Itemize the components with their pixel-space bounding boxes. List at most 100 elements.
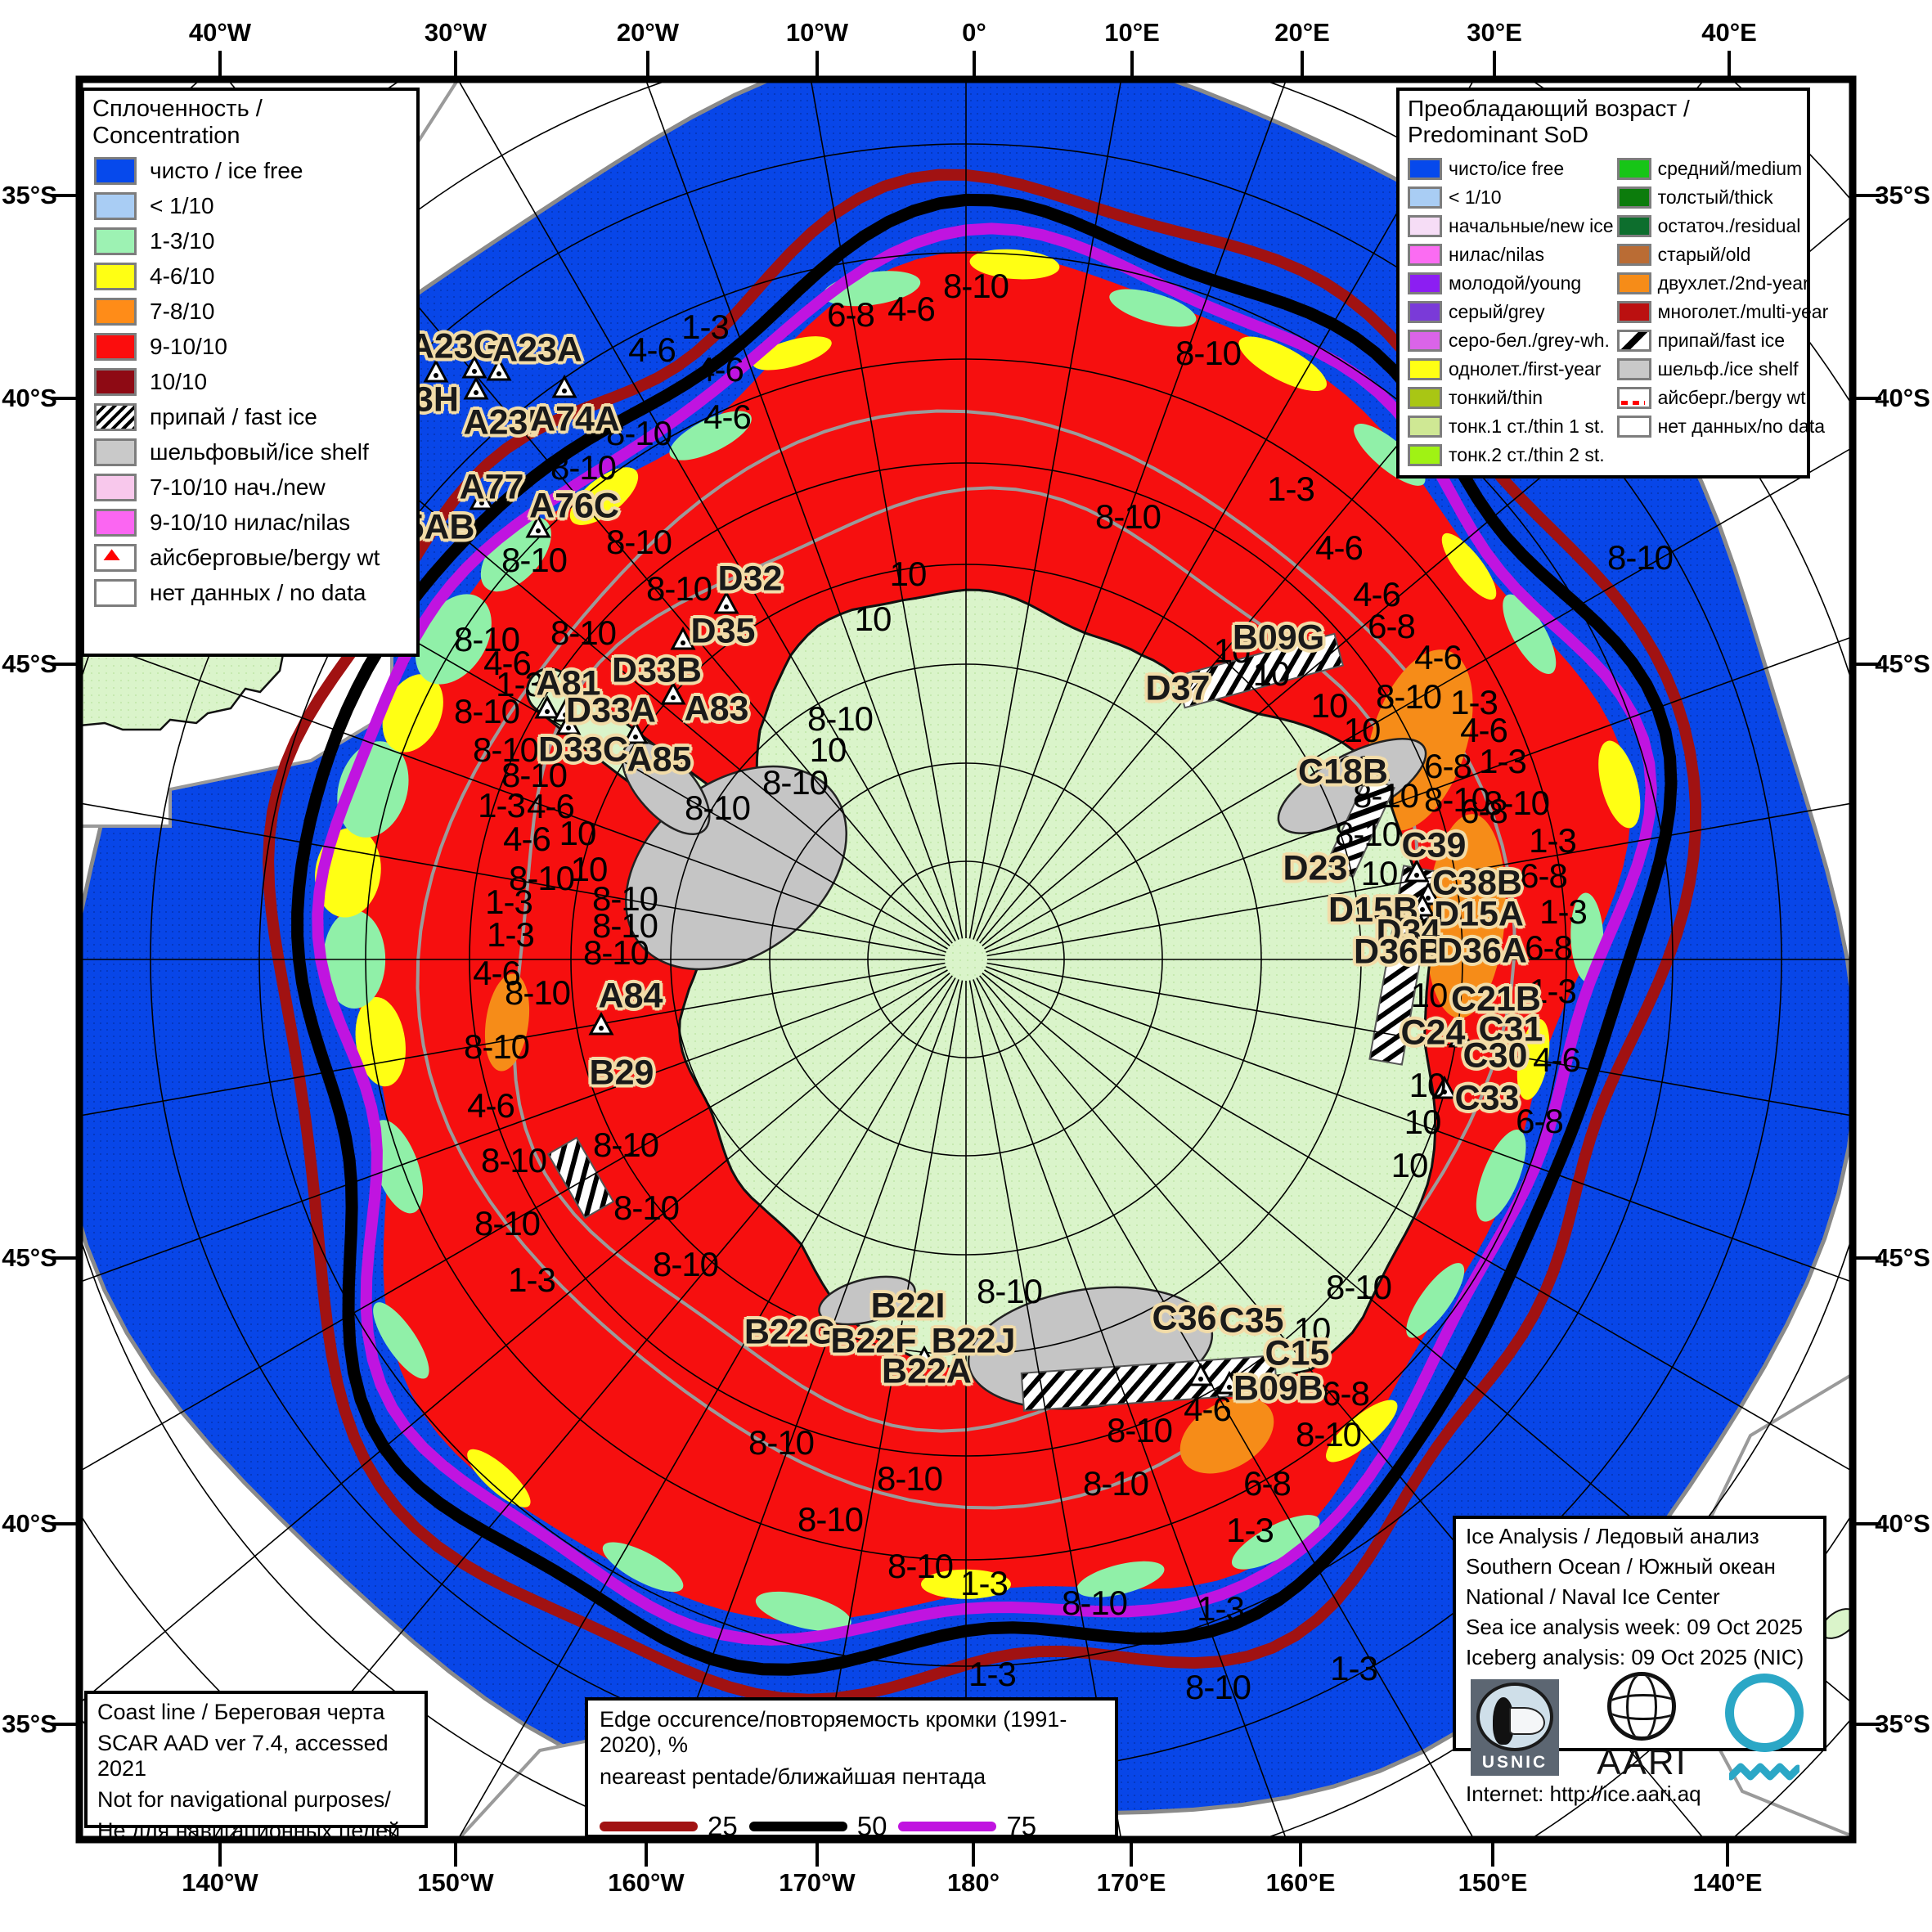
concentration-value-label: 1-3 — [487, 915, 535, 954]
iceberg-name-label: D15B — [1328, 890, 1418, 930]
legend-item-label: айсберг./bergy wt — [1657, 387, 1806, 408]
concentration-value-label: 8-10 — [876, 1459, 943, 1498]
svg-text:170°W: 170°W — [779, 1868, 856, 1897]
info-box-line: Southern Ocean / Южный океан — [1466, 1554, 1776, 1579]
concentration-value-label: 1-3 — [1529, 972, 1577, 1010]
edge-line-swatch — [898, 1822, 997, 1831]
concentration-value-label: 1-3 — [681, 308, 730, 346]
globe-icon — [1607, 1672, 1677, 1741]
concentration-value-label: 8-10 — [591, 879, 658, 918]
concentration-value-label: 1-3 — [1450, 683, 1498, 721]
legend-swatch — [94, 333, 137, 361]
concentration-legend-item: айсберговые/bergy wt — [94, 544, 407, 572]
concentration-value-label: 10 — [1391, 1146, 1429, 1184]
legend-item-label: серо-бел./grey-wh. — [1449, 330, 1610, 351]
concentration-value-label: 4-6 — [467, 1086, 515, 1125]
iceberg-name-label: C36 — [1152, 1298, 1217, 1338]
iceberg-name-label: A23A — [492, 330, 582, 370]
legend-swatch — [1616, 272, 1651, 294]
ring-icon — [1724, 1674, 1804, 1752]
concentration-value-label: 10 — [1310, 686, 1349, 725]
sod-legend-item: молодой/young — [1408, 272, 1614, 294]
concentration-value-label: 4-6 — [887, 290, 936, 328]
legend-item-label: < 1/10 — [1449, 186, 1502, 208]
concentration-legend-item: 9-10/10 нилас/nilas — [94, 509, 407, 537]
sod-legend-item: нилас/nilas — [1408, 244, 1614, 266]
svg-text:160°E: 160°E — [1266, 1868, 1336, 1897]
concentration-value-label: 10 — [809, 730, 847, 769]
svg-text:40°E: 40°E — [1701, 18, 1757, 47]
concentration-value-label: 4-6 — [1184, 1390, 1232, 1428]
concentration-value-label: 8-10 — [605, 414, 672, 452]
legend-swatch — [1408, 416, 1442, 438]
legend-item-label: однолет./first-year — [1449, 358, 1602, 380]
concentration-value-label: 8-10 — [1423, 780, 1490, 819]
sod-legend-item: остаточ./residual — [1616, 215, 1829, 237]
concentration-value-label: 8-10 — [605, 523, 672, 561]
edge-legend-item: 50 — [748, 1811, 887, 1842]
legend-swatch — [94, 438, 137, 466]
legend-item-label: тонк.2 ст./thin 2 st. — [1449, 444, 1605, 465]
svg-text:35°S: 35°S — [1875, 181, 1930, 209]
iceberg-name-label: A83 — [684, 689, 749, 729]
edge-line-value: 75 — [1006, 1811, 1037, 1841]
edge-legend-item: 25 — [600, 1811, 738, 1842]
legend-swatch — [94, 298, 137, 326]
concentration-value-label: 6-8 — [1424, 747, 1472, 785]
legend-swatch — [94, 509, 137, 537]
concentration-value-label: 1-3 — [1479, 742, 1527, 780]
edge-line-value: 25 — [708, 1811, 738, 1841]
concentration-value-label: 8-10 — [1184, 1668, 1251, 1706]
info-internet-line: Internet: http://ice.aari.aq — [1466, 1781, 1701, 1806]
usnic-logo-emblem-icon — [1476, 1683, 1553, 1751]
concentration-legend-item: 7-8/10 — [94, 298, 407, 326]
iceberg-name-label: B22A — [882, 1351, 972, 1391]
concentration-value-label: 8-10 — [684, 789, 751, 827]
svg-text:35°S: 35°S — [2, 181, 57, 209]
concentration-value-label: 1-3 — [968, 1655, 1017, 1693]
concentration-value-label: 8-10 — [472, 730, 539, 769]
concentration-value-label: 1-3 — [1197, 1589, 1245, 1628]
iceberg-name-label: D36A — [1437, 931, 1527, 971]
svg-text:160°W: 160°W — [608, 1868, 685, 1897]
concentration-value-label: 10 — [1404, 1103, 1442, 1141]
svg-text:150°E: 150°E — [1458, 1868, 1528, 1897]
concentration-value-label: 4-6 — [1533, 1040, 1581, 1079]
legend-item-label: 4-6/10 — [150, 263, 215, 289]
sod-legend-col1: чисто/ice free < 1/10 начальные/new ice нил… — [1406, 151, 1615, 473]
legend-swatch — [1616, 158, 1651, 180]
concentration-value-label: 1-3 — [960, 1564, 1009, 1602]
iceberg-name-label: D34 — [1376, 912, 1441, 952]
iceberg-name-label: C18B — [1298, 752, 1388, 792]
legend-swatch — [1408, 330, 1442, 352]
concentration-value-label: 10 — [854, 600, 892, 638]
concentration-value-label: 8-10 — [976, 1272, 1043, 1310]
iceberg-name-label: C15 — [1265, 1333, 1330, 1373]
edge-box-title-line2: neareast pentade/ближайшая пентада — [600, 1764, 986, 1789]
coast-box-line: SCAR AAD ver 7.4, accessed 2021 — [97, 1731, 389, 1781]
legend-swatch — [1616, 416, 1651, 438]
svg-text:35°S: 35°S — [1875, 1710, 1930, 1738]
svg-text:40°S: 40°S — [1875, 384, 1930, 412]
concentration-value-label: 8-10 — [1094, 497, 1161, 536]
info-box-line: National / Naval Ice Center — [1466, 1584, 1720, 1609]
iceberg-name-label: A74A — [530, 399, 620, 439]
svg-text:40°S: 40°S — [1875, 1509, 1930, 1538]
concentration-value-label: 8-10 — [550, 448, 617, 487]
legend-swatch — [94, 227, 137, 255]
concentration-value-label: 10 — [1293, 1310, 1332, 1349]
svg-text:40°S: 40°S — [2, 1509, 57, 1538]
legend-swatch — [94, 263, 137, 290]
concentration-legend-item: 7-10/10 нач./new — [94, 474, 407, 501]
legend-item-label: нилас/nilas — [1449, 244, 1544, 265]
aari-logo: AARI — [1597, 1672, 1687, 1783]
iceberg-name-label: C21B — [1451, 979, 1541, 1019]
concentration-value-label: 1-3 — [478, 786, 526, 824]
usnic-logo: USNIC — [1471, 1679, 1559, 1776]
concentration-value-label: 8-10 — [504, 973, 571, 1012]
sod-legend-item: начальные/new ice — [1408, 215, 1614, 237]
concentration-value-label: 4-6 — [1460, 711, 1508, 749]
sod-legend-item: припай/fast ice — [1616, 330, 1829, 352]
concentration-value-label: 10 — [559, 814, 597, 852]
